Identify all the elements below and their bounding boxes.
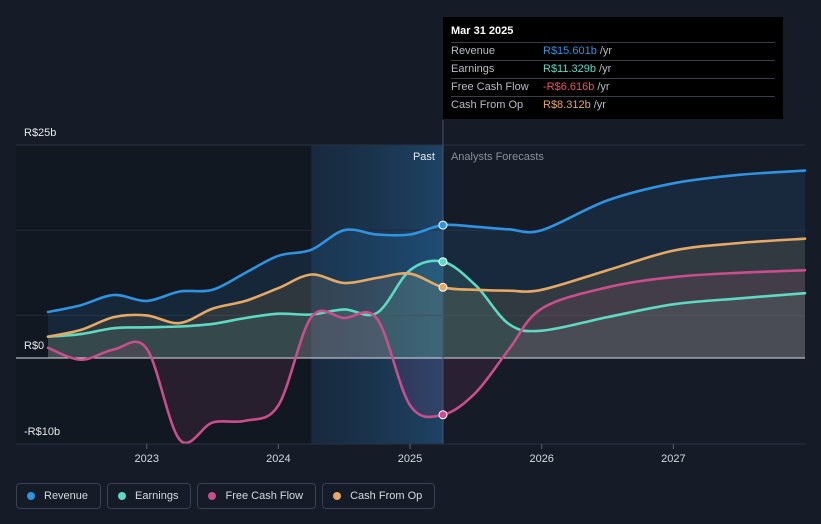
past-label: Past <box>413 151 435 163</box>
tooltip-unit: /yr <box>599 63 612 75</box>
y-tick-label: R$0 <box>24 340 44 352</box>
tooltip-value: -R$6.616b <box>543 81 595 93</box>
x-tick-label: 2024 <box>266 453 290 465</box>
marker-revenue <box>438 220 448 230</box>
y-tick-label: -R$10b <box>24 426 60 438</box>
y-tick-label: R$25b <box>24 127 56 139</box>
legend-item-earnings[interactable]: Earnings <box>107 483 192 509</box>
tooltip-label: Revenue <box>451 45 496 57</box>
forecast-label: Analysts Forecasts <box>451 151 544 163</box>
tooltip-value: R$15.601b <box>543 45 597 57</box>
tooltip-date: Mar 31 2025 <box>451 25 514 37</box>
tooltip-value: R$8.312b <box>543 99 591 111</box>
series-line-free-cash-flow <box>46 268 807 444</box>
legend-item-free-cash-flow[interactable]: Free Cash Flow <box>197 483 317 509</box>
series-line-cash-from-op <box>46 237 807 338</box>
legend-dot-icon <box>208 492 217 500</box>
area-revenue <box>48 170 805 358</box>
tooltip-panel: Mar 31 2025 Revenue R$15.601b /yr Earnin… <box>443 17 783 119</box>
legend-dot-icon <box>333 492 342 500</box>
x-tick-label: 2023 <box>134 453 158 465</box>
tooltip-unit: /yr <box>597 81 610 93</box>
legend-label: Free Cash Flow <box>225 490 304 502</box>
legend-label: Revenue <box>44 490 89 502</box>
series-line-earnings <box>46 259 807 338</box>
marker-earnings <box>438 257 448 267</box>
legend-dot-icon <box>118 492 127 500</box>
area-free-cash-flow <box>48 270 805 443</box>
tooltip-row-earnings: Earnings R$11.329b /yr <box>451 60 775 78</box>
legend-item-cash-from-op[interactable]: Cash From Op <box>322 483 436 509</box>
legend-item-revenue[interactable]: Revenue <box>16 483 102 509</box>
chart-legend: Revenue Earnings Free Cash Flow Cash Fro… <box>16 483 436 509</box>
x-tick-label: 2026 <box>529 453 553 465</box>
tooltip-unit: /yr <box>599 45 613 57</box>
x-tick-label: 2025 <box>398 453 422 465</box>
marker-cash-from-op <box>438 282 448 292</box>
x-tick-label: 2027 <box>661 453 685 465</box>
tooltip-label: Earnings <box>451 63 495 75</box>
tooltip-label: Free Cash Flow <box>451 81 529 93</box>
tooltip-row-cash-from-op: Cash From Op R$8.312b /yr <box>451 96 775 114</box>
legend-label: Earnings <box>135 490 179 502</box>
legend-label: Cash From Op <box>350 490 423 502</box>
tooltip-row-revenue: Revenue R$15.601b /yr <box>451 42 775 60</box>
highlight-region <box>311 145 443 444</box>
tooltip-row-free-cash-flow: Free Cash Flow -R$6.616b /yr <box>451 78 775 96</box>
tooltip-label: Cash From Op <box>451 99 524 111</box>
series-line-revenue <box>46 169 807 314</box>
legend-dot-icon <box>27 492 35 500</box>
tooltip-value: R$11.329b <box>543 63 597 75</box>
tooltip-unit: /yr <box>593 99 606 111</box>
marker-free-cash-flow <box>438 410 448 420</box>
area-earnings <box>48 260 805 358</box>
